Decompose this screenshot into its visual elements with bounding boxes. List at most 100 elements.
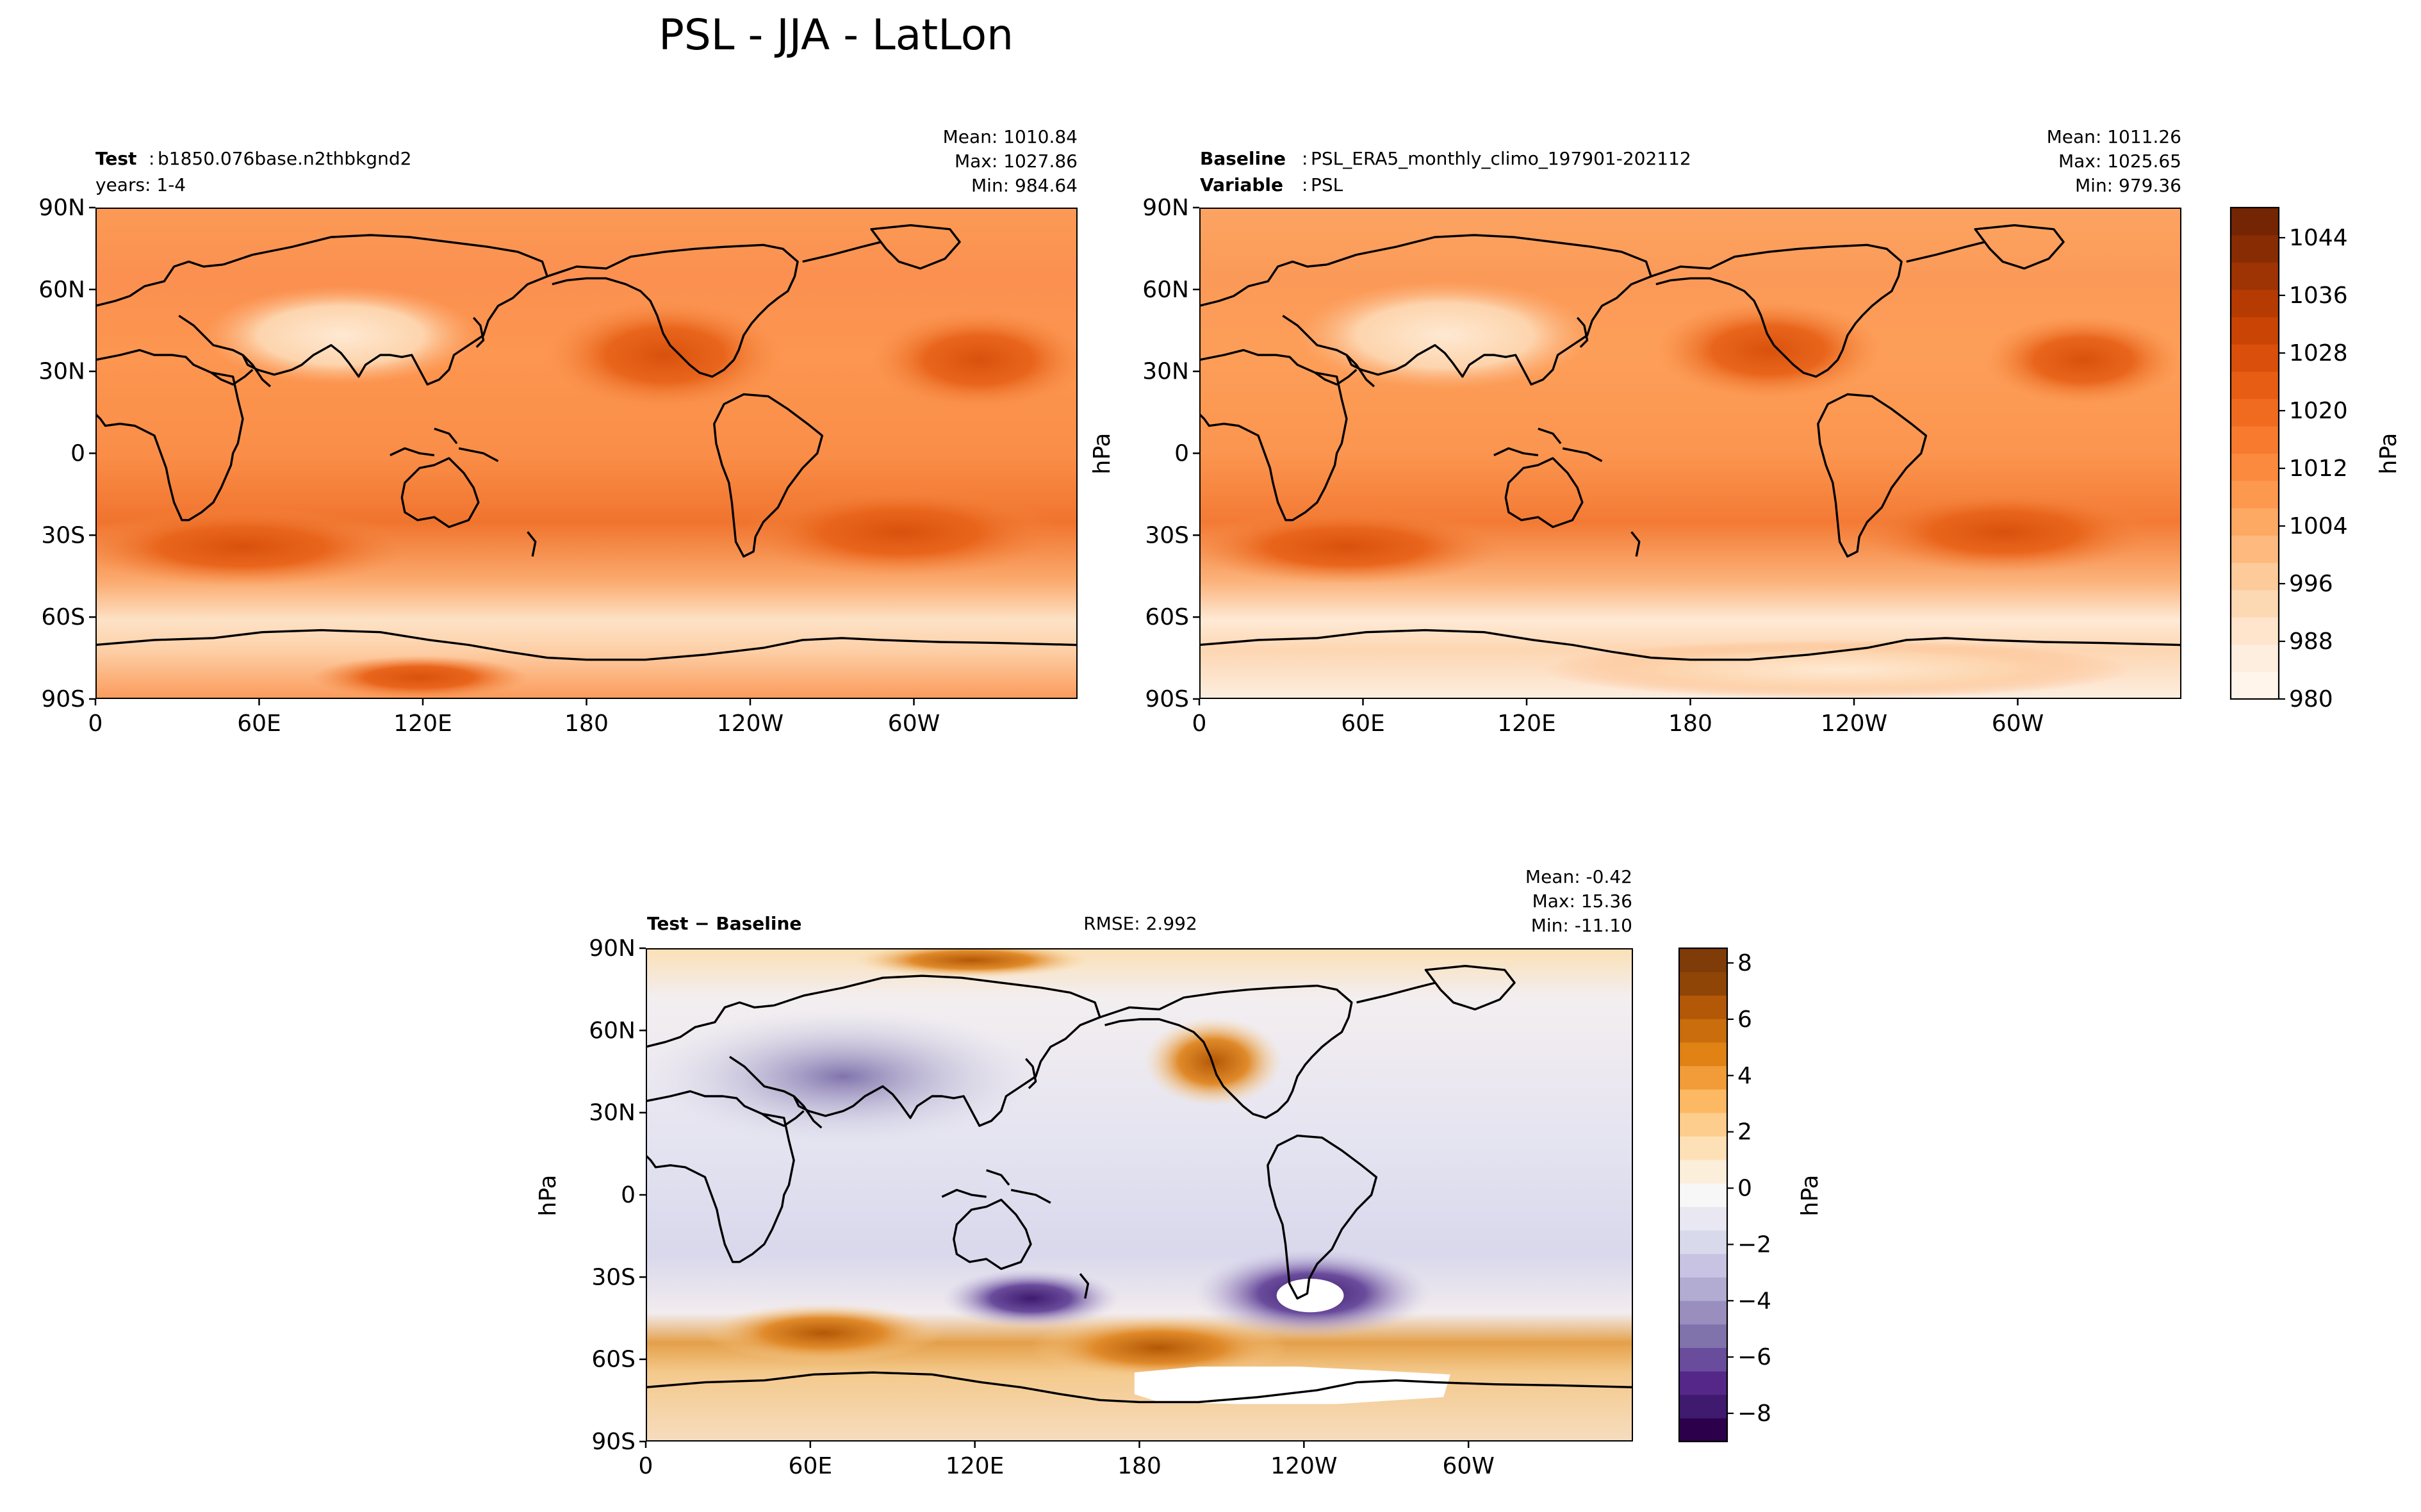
test-lon-tick-label: 0: [88, 711, 103, 737]
test-high-sind: [95, 507, 410, 586]
colorbar-layer: 1044 1036 1028 1020 1012 1004 996 988 980 hPa 8 6 4 2…: [1678, 206, 2402, 1443]
diff-ylabel: hPa: [535, 1175, 561, 1217]
test-lat-tick-label: 90S: [41, 686, 85, 712]
baseline-lat-tick-label: 0: [1174, 441, 1189, 467]
baseline-label-bold: Baseline: [1200, 148, 1286, 169]
panel-test: Test : b1850.076base.n2thbkgnd2 years: 1…: [95, 126, 1078, 699]
test-high-spac: [743, 488, 1058, 577]
baseline-lon-tick-label: 120E: [1497, 711, 1555, 737]
diff-colorbar-segment: [1679, 1112, 1727, 1137]
test-low-asia: [203, 286, 479, 385]
baseline-high-spac: [1857, 490, 2153, 573]
diff-colorbar-segment: [1679, 1371, 1727, 1395]
baseline-high-npac: [1655, 300, 1882, 400]
diff-colorbar-tick-label: 4: [1737, 1063, 1752, 1089]
diff-min: Min: -11.10: [1531, 915, 1632, 936]
main-colorbar-segment: [2231, 262, 2279, 290]
main-colorbar-frame: [2229, 206, 2280, 700]
test-lat-tick-label: 30N: [38, 359, 85, 385]
diff-lat-tick-label: 60N: [589, 1017, 636, 1044]
baseline-max: Max: 1025.65: [2058, 151, 2181, 172]
diff-lat-tick-label: 90S: [591, 1429, 636, 1455]
diff-colorbar-tick-label: −2: [1737, 1231, 1771, 1258]
diff-lon-tick-label: 180: [1117, 1453, 1161, 1479]
diff-colorbar-segment: [1679, 1019, 1727, 1043]
diff-colorbar-segment: [1679, 971, 1727, 996]
test-lat-tick-label: 0: [70, 441, 85, 467]
test-lat-tick-label: 60N: [38, 277, 85, 303]
baseline-lon-tick-label: 120W: [1821, 711, 1887, 737]
diff-colorbar-tick-label: −6: [1737, 1344, 1771, 1370]
diff-max: Max: 15.36: [1532, 891, 1632, 912]
baseline-lon-tick-label: 180: [1668, 711, 1712, 737]
diff-colorbar-tick-label: 0: [1737, 1176, 1752, 1202]
baseline-lat-tick-label: 90N: [1142, 195, 1189, 221]
diff-missing-ant: [1134, 1366, 1450, 1404]
main-colorbar-segment: [2231, 399, 2279, 427]
main-colorbar-tick-label: 988: [2289, 629, 2333, 655]
test-lat-tick-label: 90N: [38, 195, 85, 221]
test-lat-tick-label: 60S: [41, 604, 85, 630]
baseline-lat-tick-label: 30N: [1142, 359, 1189, 385]
test-label-sep: :: [149, 148, 154, 169]
diff-colorbar-segment: [1679, 995, 1727, 1019]
diff-colorbar-segment: [1679, 1301, 1727, 1325]
diff-colorbar-label: hPa: [1797, 1175, 1823, 1217]
main-colorbar-segment: [2231, 425, 2279, 454]
baseline-mean: Mean: 1011.26: [2047, 126, 2181, 147]
diff-lon-tick-label: 0: [639, 1453, 653, 1479]
diff-colorbar-tick-label: −8: [1737, 1401, 1771, 1427]
main-colorbar-segment: [2231, 481, 2279, 509]
diff-lon-tick-label: 60E: [789, 1453, 833, 1479]
test-high-natl: [871, 311, 1078, 409]
diff-colorbar-segment: [1679, 948, 1727, 973]
diff-colorbar-tick-label: 8: [1737, 950, 1752, 976]
main-colorbar-segment: [2231, 671, 2279, 700]
figure-title: PSL - JJA - LatLon: [659, 10, 1014, 60]
main-colorbar-segment: [2231, 289, 2279, 318]
diff-pos-top: [853, 948, 1090, 978]
test-lon-tick-label: 120E: [393, 711, 452, 737]
test-mean: Mean: 1010.84: [943, 126, 1078, 147]
diff-pos-npac: [1144, 1017, 1283, 1106]
diff-lat-tick-label: 30S: [591, 1264, 636, 1290]
diff-neg-sind: [942, 1269, 1120, 1328]
baseline-label-value: PSL_ERA5_monthly_climo_197901-202112: [1311, 148, 1691, 169]
test-high-npac: [547, 300, 784, 409]
test-lon-tick-label: 180: [564, 711, 609, 737]
diff-label: Test − Baseline: [647, 913, 801, 934]
test-label-bold: Test: [95, 148, 136, 169]
baseline-ylabel: hPa: [1089, 433, 1115, 475]
diff-colorbar-segment: [1679, 1065, 1727, 1090]
main-colorbar-segment: [2231, 371, 2279, 399]
test-map: [95, 208, 1078, 699]
baseline-min: Min: 979.36: [2075, 175, 2181, 196]
diff-colorbar-frame: [1678, 947, 1728, 1443]
baseline-variable-bold: Variable: [1200, 174, 1283, 195]
panel-diff: Test − Baseline RMSE: 2.992 Mean: -0.42 …: [535, 866, 1633, 1442]
baseline-lat-tick-label: 60N: [1142, 277, 1189, 303]
test-lat-tick-label: 30S: [41, 522, 85, 548]
diff-colorbar-segment: [1679, 1136, 1727, 1160]
diff-lat-tick-label: 60S: [591, 1347, 636, 1373]
diff-colorbar-segment: [1679, 1324, 1727, 1348]
diff-lat-tick-label: 30N: [589, 1100, 636, 1126]
test-max: Max: 1027.86: [955, 151, 1078, 172]
main-colorbar-tick-label: 1028: [2289, 340, 2348, 366]
test-label-value: b1850.076base.n2thbkgnd2: [158, 148, 411, 169]
baseline-variable-value: PSL: [1311, 174, 1343, 195]
main-colorbar-label: hPa: [2376, 433, 2402, 475]
main-colorbar-tick-label: 1044: [2289, 225, 2348, 251]
baseline-high-natl: [1985, 315, 2181, 404]
main-colorbar-tick-label: 1004: [2289, 513, 2348, 539]
main-colorbar-segment: [2231, 316, 2279, 345]
baseline-map: [1199, 208, 2181, 699]
diff-pos-spac: [1030, 1316, 1288, 1379]
main-colorbar-tick-label: 980: [2289, 686, 2333, 712]
test-min: Min: 984.64: [971, 175, 1078, 196]
baseline-label-sep: :: [1302, 148, 1308, 169]
diff-lat-tick-label: 90N: [589, 935, 636, 962]
test-high-ant: [311, 655, 528, 699]
diff-colorbar-tick-label: 6: [1737, 1007, 1752, 1033]
